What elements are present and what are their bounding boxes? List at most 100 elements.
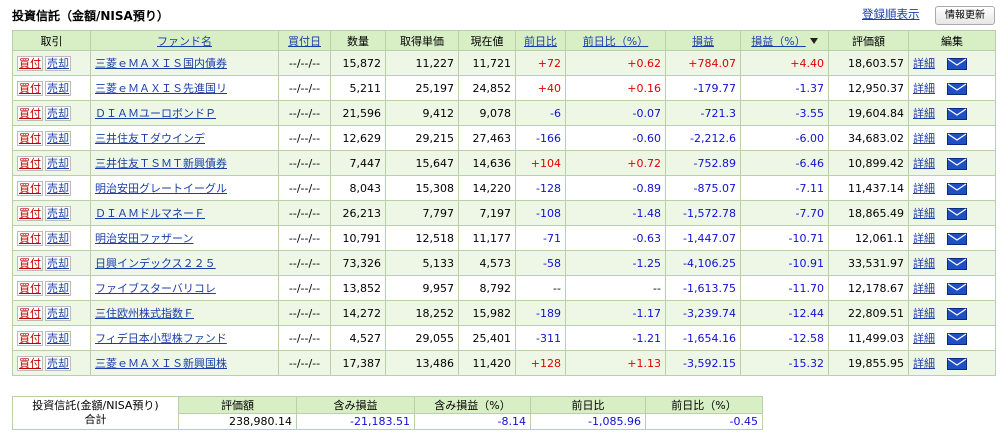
mail-icon[interactable] <box>947 108 967 120</box>
trade-cell: 買付 売却 <box>12 125 91 151</box>
fund-name-cell: 三住欧州株式指数Ｆ <box>90 300 279 326</box>
detail-link[interactable]: 詳細 <box>913 332 935 345</box>
buy-button[interactable]: 買付 <box>17 155 43 171</box>
detail-link[interactable]: 詳細 <box>913 107 935 120</box>
fund-row: 買付 売却 三井住友ＴＳＭＴ新興債券 --/--/-- 7,447 15,647 14,63… <box>12 150 996 176</box>
fund-name[interactable]: 三井住友ＴＳＭＴ新興債券 <box>95 157 227 170</box>
value-cell: 19,855.95 <box>828 350 909 376</box>
value-cell: --/--/-- <box>278 325 331 351</box>
mail-icon[interactable] <box>947 133 967 145</box>
detail-link[interactable]: 詳細 <box>913 132 935 145</box>
sell-button[interactable]: 売却 <box>45 205 71 221</box>
mail-icon[interactable] <box>947 308 967 320</box>
value-cell: 8,043 <box>330 175 386 201</box>
mail-icon[interactable] <box>947 208 967 220</box>
detail-link[interactable]: 詳細 <box>913 257 935 270</box>
sell-button[interactable]: 売却 <box>45 305 71 321</box>
buy-button[interactable]: 買付 <box>17 355 43 371</box>
sell-button[interactable]: 売却 <box>45 355 71 371</box>
detail-link[interactable]: 詳細 <box>913 307 935 320</box>
fund-name[interactable]: 三菱ｅＭＡＸＩＳ新興国株 <box>95 357 227 370</box>
value-cell: -6 <box>515 100 566 126</box>
fund-name-cell: 三菱ｅＭＡＸＩＳ新興国株 <box>90 350 279 376</box>
column-header: 編集 <box>908 30 996 51</box>
value-cell: -1.25 <box>565 250 666 276</box>
sell-button[interactable]: 売却 <box>45 130 71 146</box>
value-cell: 29,215 <box>385 125 459 151</box>
column-label[interactable]: 前日比（%） <box>582 34 649 48</box>
detail-link[interactable]: 詳細 <box>913 57 935 70</box>
mail-icon[interactable] <box>947 258 967 270</box>
detail-link[interactable]: 詳細 <box>913 157 935 170</box>
column-header: ファンド名 <box>90 30 279 51</box>
sell-button[interactable]: 売却 <box>45 330 71 346</box>
column-label[interactable]: 買付日 <box>288 34 321 48</box>
buy-button[interactable]: 買付 <box>17 55 43 71</box>
mail-icon[interactable] <box>947 233 967 245</box>
column-label[interactable]: 損益（%） <box>751 34 806 48</box>
summary-values: 238,980.14 -21,183.51 -8.14 -1,085.96 -0.45 <box>13 413 763 430</box>
fund-name[interactable]: 三井住友Ｔダウインデ <box>95 132 205 145</box>
trade-cell: 買付 売却 <box>12 200 91 226</box>
buy-button[interactable]: 買付 <box>17 180 43 196</box>
column-label[interactable]: 損益 <box>692 34 714 48</box>
mail-icon[interactable] <box>947 183 967 195</box>
fund-name[interactable]: ＤＩＡＭユーロボンドＰ <box>95 107 216 120</box>
fund-name[interactable]: 三住欧州株式指数Ｆ <box>95 307 194 320</box>
edit-cell: 詳細 <box>908 200 996 226</box>
sell-button[interactable]: 売却 <box>45 180 71 196</box>
fund-name[interactable]: 三菱ｅＭＡＸＩＳ国内債券 <box>95 57 227 70</box>
fund-name[interactable]: ファイブスターバリコレ <box>95 282 216 295</box>
holdings-table: 取引 ファンド名 買付日 数量 取得単価 現在値 前日比 前日比（%） 損益 損益（%） 評価額 編集… <box>12 30 996 376</box>
buy-button[interactable]: 買付 <box>17 280 43 296</box>
buy-button[interactable]: 買付 <box>17 80 43 96</box>
column-label[interactable]: ファンド名 <box>157 34 212 48</box>
value-cell: -15.32 <box>740 350 829 376</box>
sell-button[interactable]: 売却 <box>45 155 71 171</box>
fund-name[interactable]: 明治安田グレートイーグル <box>95 182 227 195</box>
value-cell: +0.16 <box>565 75 666 101</box>
sort-link[interactable]: 登録順表示 <box>862 7 920 21</box>
fund-name[interactable]: 日興インデックス２２５ <box>95 257 216 270</box>
sell-button[interactable]: 売却 <box>45 230 71 246</box>
sell-button[interactable]: 売却 <box>45 80 71 96</box>
detail-link[interactable]: 詳細 <box>913 282 935 295</box>
buy-button[interactable]: 買付 <box>17 105 43 121</box>
value-cell: 10,791 <box>330 225 386 251</box>
detail-link[interactable]: 詳細 <box>913 182 935 195</box>
buy-button[interactable]: 買付 <box>17 330 43 346</box>
value-cell: --/--/-- <box>278 275 331 301</box>
mail-icon[interactable] <box>947 283 967 295</box>
mail-icon[interactable] <box>947 358 967 370</box>
buy-button[interactable]: 買付 <box>17 205 43 221</box>
mail-icon[interactable] <box>947 333 967 345</box>
detail-link[interactable]: 詳細 <box>913 357 935 370</box>
value-cell: 5,211 <box>330 75 386 101</box>
column-header: 数量 <box>330 30 386 51</box>
summary-column: 評価額 <box>178 396 297 414</box>
detail-link[interactable]: 詳細 <box>913 207 935 220</box>
detail-link[interactable]: 詳細 <box>913 232 935 245</box>
sell-button[interactable]: 売却 <box>45 280 71 296</box>
buy-button[interactable]: 買付 <box>17 130 43 146</box>
sell-button[interactable]: 売却 <box>45 55 71 71</box>
value-cell: 15,982 <box>458 300 516 326</box>
fund-name[interactable]: フィデ日本小型株ファンド <box>95 332 227 345</box>
sell-button[interactable]: 売却 <box>45 105 71 121</box>
mail-icon[interactable] <box>947 58 967 70</box>
value-cell: +784.07 <box>665 50 741 76</box>
fund-name[interactable]: ＤＩＡＭドルマネーＦ <box>95 207 205 220</box>
buy-button[interactable]: 買付 <box>17 305 43 321</box>
fund-name[interactable]: 明治安田ファザーン <box>95 232 194 245</box>
column-label[interactable]: 前日比 <box>524 34 557 48</box>
sell-button[interactable]: 売却 <box>45 255 71 271</box>
detail-link[interactable]: 詳細 <box>913 82 935 95</box>
mail-icon[interactable] <box>947 83 967 95</box>
buy-button[interactable]: 買付 <box>17 255 43 271</box>
edit-cell: 詳細 <box>908 250 996 276</box>
edit-cell: 詳細 <box>908 300 996 326</box>
buy-button[interactable]: 買付 <box>17 230 43 246</box>
refresh-button[interactable]: 情報更新 <box>935 6 995 25</box>
mail-icon[interactable] <box>947 158 967 170</box>
fund-name[interactable]: 三菱ｅＭＡＸＩＳ先進国リ <box>95 82 227 95</box>
